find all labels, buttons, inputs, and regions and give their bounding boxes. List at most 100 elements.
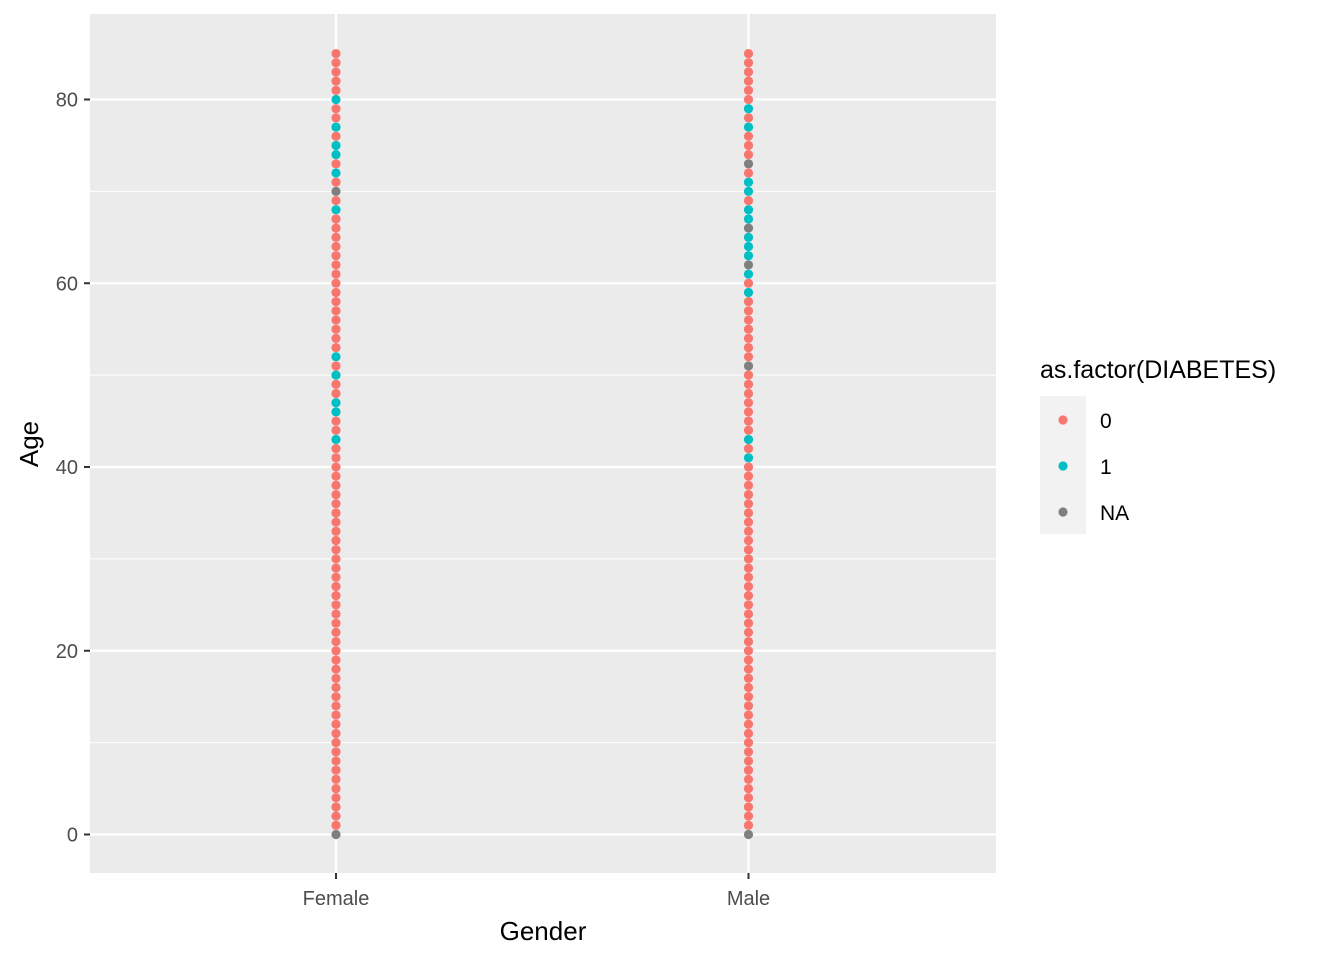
data-point-0 <box>743 352 754 362</box>
data-point-0 <box>331 333 341 343</box>
data-point-0 <box>331 682 341 693</box>
data-point-0 <box>331 462 341 472</box>
data-point-1 <box>743 205 754 215</box>
data-point-0 <box>743 756 754 766</box>
data-point-0 <box>743 140 754 151</box>
data-point-1 <box>743 434 754 445</box>
data-point-na <box>331 186 341 196</box>
data-point-1 <box>743 453 754 463</box>
data-point-0 <box>743 489 754 500</box>
data-point-0 <box>331 609 341 619</box>
data-point-0 <box>331 572 341 582</box>
data-point-0 <box>331 241 341 252</box>
data-point-0 <box>743 673 754 683</box>
data-point-1 <box>331 140 341 151</box>
data-point-0 <box>743 297 754 307</box>
data-point-na <box>331 829 341 840</box>
data-point-0 <box>331 655 341 665</box>
data-point-0 <box>743 195 754 206</box>
data-point-0 <box>331 802 341 812</box>
data-point-0 <box>743 802 754 812</box>
data-point-0 <box>331 728 341 739</box>
y-tick-label: 80 <box>56 90 78 112</box>
data-point-0 <box>743 682 754 693</box>
data-point-0 <box>331 177 341 187</box>
data-point-0 <box>743 67 754 77</box>
data-point-1 <box>743 251 754 261</box>
data-point-0 <box>743 315 754 325</box>
data-point-0 <box>743 820 754 830</box>
data-point-0 <box>743 710 754 720</box>
legend-key-na <box>1058 507 1068 517</box>
data-point-0 <box>743 554 754 564</box>
data-point-0 <box>331 159 341 169</box>
data-point-1 <box>331 205 341 215</box>
data-point-0 <box>743 94 754 105</box>
data-point-0 <box>331 765 341 775</box>
data-point-1 <box>743 104 754 114</box>
legend-key-0 <box>1058 415 1068 425</box>
data-point-0 <box>743 113 754 123</box>
data-point-0 <box>331 379 341 389</box>
data-point-0 <box>331 793 341 803</box>
data-point-0 <box>743 535 754 546</box>
data-point-0 <box>743 701 754 711</box>
x-axis-title: Gender <box>500 916 587 946</box>
data-point-0 <box>331 223 341 233</box>
data-points <box>331 48 754 840</box>
y-axis: 0 20 40 60 80 <box>56 90 90 847</box>
data-point-0 <box>743 407 754 417</box>
data-point-0 <box>331 278 341 288</box>
data-point-na <box>743 159 754 169</box>
data-point-0 <box>331 747 341 757</box>
data-point-0 <box>743 499 754 509</box>
minor-gridlines <box>90 190 996 744</box>
data-point-0 <box>331 287 341 298</box>
y-axis-title: Age <box>14 421 44 467</box>
data-point-0 <box>331 67 341 77</box>
data-point-0 <box>331 811 341 821</box>
data-point-0 <box>743 131 754 141</box>
data-point-0 <box>331 545 341 555</box>
data-point-0 <box>743 278 754 288</box>
data-point-0 <box>743 526 754 536</box>
data-point-0 <box>331 618 341 628</box>
data-point-0 <box>743 747 754 757</box>
legend-title: as.factor(DIABETES) <box>1040 356 1276 384</box>
y-tick-label: 60 <box>56 273 78 295</box>
data-point-0 <box>331 554 341 564</box>
data-point-0 <box>743 591 754 601</box>
data-point-0 <box>743 388 754 399</box>
data-point-0 <box>743 774 754 784</box>
data-point-0 <box>743 480 754 490</box>
data-point-na <box>743 223 754 233</box>
data-point-1 <box>331 122 341 132</box>
data-point-0 <box>331 104 341 114</box>
data-point-0 <box>331 820 341 830</box>
data-point-0 <box>331 783 341 794</box>
data-point-0 <box>743 618 754 628</box>
data-point-1 <box>743 287 754 298</box>
y-tick-label: 40 <box>56 457 78 479</box>
data-point-0 <box>331 269 341 279</box>
data-point-0 <box>743 416 754 426</box>
data-point-0 <box>331 453 341 463</box>
data-point-0 <box>743 76 754 86</box>
data-point-0 <box>331 591 341 601</box>
data-point-0 <box>743 58 754 68</box>
data-point-1 <box>743 186 754 196</box>
data-point-0 <box>331 195 341 206</box>
data-point-0 <box>743 462 754 472</box>
data-point-0 <box>743 627 754 637</box>
data-point-0 <box>743 572 754 582</box>
data-point-0 <box>331 701 341 711</box>
data-point-0 <box>331 480 341 490</box>
data-point-0 <box>331 489 341 500</box>
data-point-0 <box>743 333 754 343</box>
data-point-0 <box>743 471 754 481</box>
legend-label-0: 0 <box>1100 410 1112 433</box>
data-point-1 <box>743 241 754 252</box>
data-point-0 <box>743 48 754 59</box>
data-point-1 <box>331 370 341 380</box>
data-point-0 <box>743 545 754 555</box>
